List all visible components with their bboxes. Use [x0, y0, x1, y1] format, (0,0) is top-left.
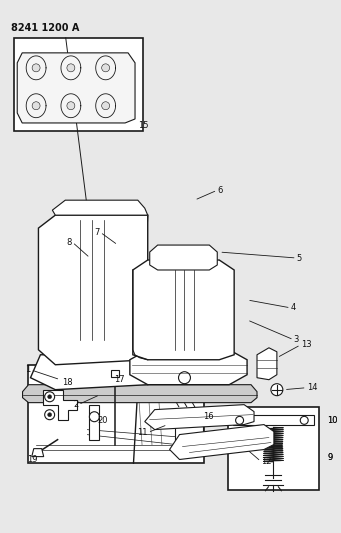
- Text: 8: 8: [67, 238, 72, 247]
- Text: 9: 9: [327, 453, 332, 462]
- Circle shape: [300, 416, 308, 424]
- Polygon shape: [23, 385, 257, 402]
- Circle shape: [32, 64, 40, 72]
- Text: 6: 6: [217, 185, 223, 195]
- Circle shape: [32, 102, 40, 110]
- Bar: [28, 365, 204, 463]
- Circle shape: [45, 410, 55, 419]
- Text: 16: 16: [203, 412, 214, 421]
- Text: 10: 10: [327, 416, 338, 425]
- Polygon shape: [145, 405, 254, 430]
- Polygon shape: [133, 260, 234, 360]
- Text: 20: 20: [97, 416, 107, 425]
- Text: 8241 1200 A: 8241 1200 A: [11, 22, 79, 33]
- Text: 5: 5: [297, 254, 302, 263]
- Text: 9: 9: [327, 453, 332, 462]
- Polygon shape: [43, 390, 77, 419]
- Polygon shape: [17, 53, 135, 123]
- Text: 15: 15: [138, 122, 149, 131]
- Circle shape: [48, 395, 51, 399]
- Bar: [14, 38, 143, 131]
- Circle shape: [236, 416, 243, 424]
- Circle shape: [67, 102, 75, 110]
- Circle shape: [48, 413, 51, 417]
- Polygon shape: [169, 425, 274, 459]
- Text: 10: 10: [327, 416, 338, 425]
- Polygon shape: [130, 350, 247, 385]
- Polygon shape: [175, 413, 203, 448]
- Text: 12: 12: [261, 457, 271, 466]
- Circle shape: [67, 64, 75, 72]
- Text: 14: 14: [307, 383, 317, 392]
- Circle shape: [102, 64, 109, 72]
- Text: 13: 13: [301, 340, 311, 349]
- Polygon shape: [89, 405, 99, 440]
- Text: 1: 1: [25, 365, 30, 374]
- Bar: [228, 407, 319, 490]
- Text: 2: 2: [73, 400, 78, 409]
- Polygon shape: [150, 245, 217, 270]
- Polygon shape: [53, 200, 148, 215]
- Circle shape: [45, 392, 55, 402]
- Circle shape: [271, 384, 283, 395]
- Polygon shape: [39, 215, 148, 365]
- Text: 4: 4: [291, 303, 296, 312]
- Text: 18: 18: [62, 378, 73, 387]
- Polygon shape: [30, 355, 148, 390]
- Text: 19: 19: [28, 455, 38, 464]
- Circle shape: [179, 372, 190, 384]
- Bar: [233, 415, 314, 425]
- Text: 11: 11: [137, 428, 148, 437]
- Polygon shape: [111, 370, 119, 377]
- Circle shape: [102, 102, 109, 110]
- Text: 3: 3: [294, 335, 299, 344]
- Text: 17: 17: [114, 375, 124, 384]
- Polygon shape: [32, 449, 44, 457]
- Text: 7: 7: [95, 228, 100, 237]
- Circle shape: [89, 411, 99, 422]
- Polygon shape: [257, 348, 277, 379]
